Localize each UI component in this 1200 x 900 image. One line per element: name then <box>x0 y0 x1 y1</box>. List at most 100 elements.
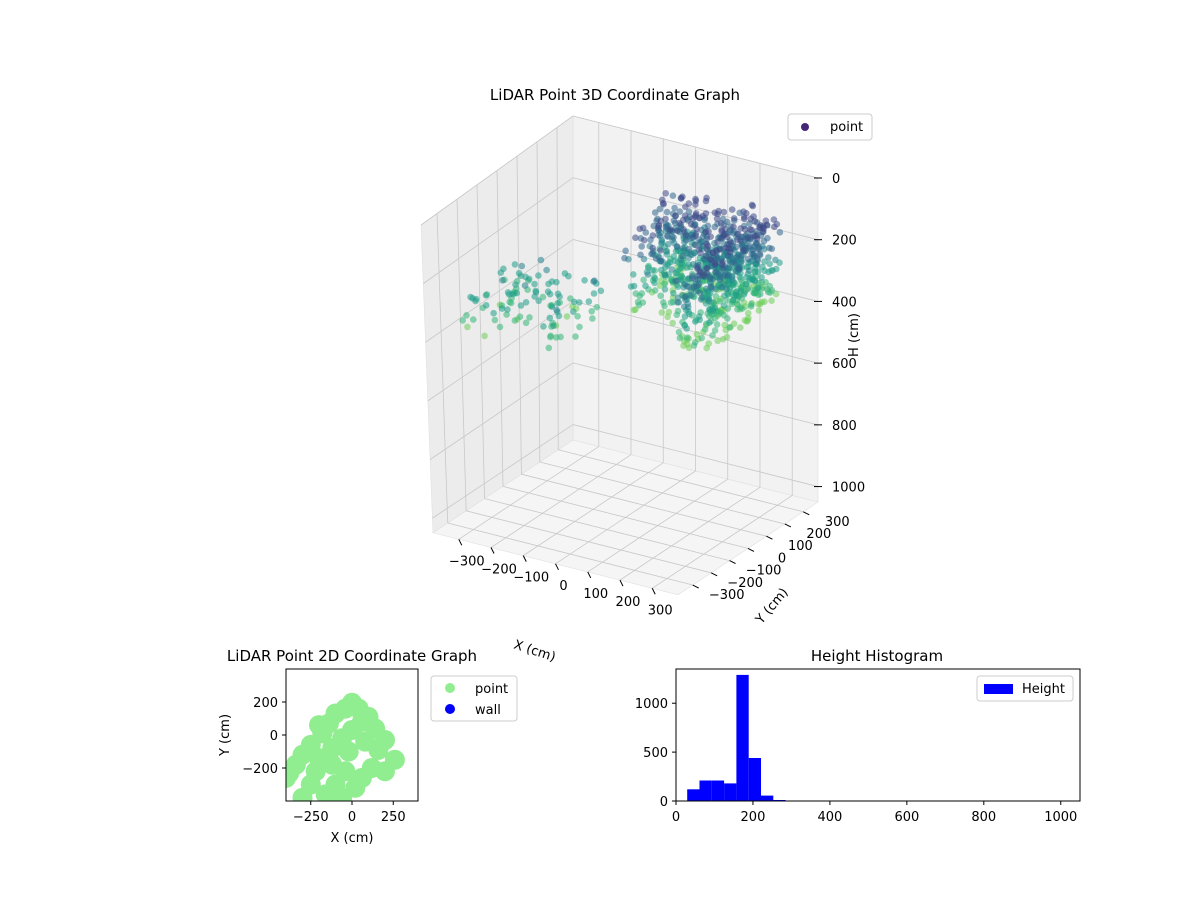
plot3d-point <box>740 291 748 298</box>
plot3d-point <box>717 220 725 227</box>
plot3d-point <box>535 272 542 279</box>
plot3d-point <box>522 299 530 306</box>
plot2d-ylabel: Y (cm) <box>218 714 233 757</box>
plot3d-point <box>574 313 581 320</box>
plot3d-point <box>638 243 645 250</box>
plot3d-point <box>696 289 703 297</box>
plot3d-point <box>739 246 747 254</box>
plot3d-point <box>661 271 669 279</box>
plot3d-point <box>654 224 662 232</box>
plot2d-axes: −250 0 250 −200 0 200 <box>242 696 405 825</box>
plot3d-point <box>472 295 480 303</box>
plot3d-point <box>703 264 711 272</box>
plot3d-xtick <box>587 571 592 579</box>
plot3d-point <box>702 228 710 236</box>
plot3d-point <box>490 309 497 317</box>
plot3d-point <box>521 282 529 289</box>
plot3d-point <box>692 201 699 208</box>
plot3d-point <box>721 225 729 233</box>
plot3d-legend: point <box>787 113 873 141</box>
plot3d-point <box>765 254 772 261</box>
plot3d-point <box>744 285 751 293</box>
plot3d-point <box>744 309 752 317</box>
plot3d-point <box>748 201 756 209</box>
plot3d-point <box>649 244 656 252</box>
plot3d-point <box>709 332 716 339</box>
plot3d-point <box>734 306 741 313</box>
plot3d-ytick-label: 0 <box>778 551 786 566</box>
histogram-bar <box>724 783 737 801</box>
plot3d-point <box>702 252 710 260</box>
plot3d-point <box>590 278 597 285</box>
plot3d-point <box>771 223 778 231</box>
plot3d-point <box>659 200 667 207</box>
plot3d-point <box>707 256 714 264</box>
plot3d-point <box>676 219 683 227</box>
plot3d-point <box>716 276 724 283</box>
plot3d-point <box>734 230 742 238</box>
plot3d-point <box>703 245 711 253</box>
plot2d-legend-point-label: point <box>475 682 508 697</box>
plot3d-xtick-label: −200 <box>481 562 517 577</box>
plot3d-point <box>708 283 715 291</box>
plot3d-point <box>751 289 759 297</box>
plot3d-point <box>496 323 504 331</box>
histogram-bar <box>761 795 774 801</box>
plot3d-xtick <box>490 547 495 554</box>
plot3d-point <box>685 208 693 215</box>
plot3d-point <box>692 232 699 239</box>
plot3d-point <box>677 265 684 272</box>
plot3d-point <box>717 309 725 316</box>
plot2d-xlabel: X (cm) <box>331 831 374 846</box>
plot3d-point <box>667 226 674 233</box>
plot3d-point <box>563 313 571 320</box>
plot3d-point <box>754 256 761 264</box>
plot3d-point <box>749 246 757 254</box>
plot3d-point <box>683 325 690 332</box>
plot3d-point <box>662 190 669 197</box>
plot3d-point <box>661 280 668 288</box>
plot3d-gridline <box>432 424 574 519</box>
plot3d-point <box>673 227 681 234</box>
plot3d-point <box>657 292 664 300</box>
plot3d-point <box>642 282 649 290</box>
plot3d-point <box>679 252 686 260</box>
plot3d-point <box>636 225 644 233</box>
plot3d-point <box>711 327 719 334</box>
plot3d-ytick <box>803 511 810 516</box>
plot3d-point <box>570 308 577 316</box>
plot3d-point <box>701 326 709 333</box>
histogram-axes: 0 200 400 600 800 1000 0 500 1000 <box>635 697 1077 825</box>
plot3d-point <box>689 274 696 282</box>
plot3d-point <box>682 203 689 211</box>
plot3d-point <box>668 266 676 273</box>
plot3d-point <box>673 243 681 250</box>
plot3d-point <box>698 334 705 342</box>
plot3d-gridline <box>572 424 819 487</box>
plot3d-point <box>621 254 628 262</box>
plot3d-point <box>690 283 698 290</box>
plot3d-point <box>759 228 766 236</box>
plot3d-point <box>720 302 728 310</box>
plot3d-point <box>729 229 737 237</box>
plot3d-ytick-label: 300 <box>825 515 850 530</box>
plot3d-point <box>703 240 710 248</box>
plot3d-point <box>720 231 728 239</box>
plot3d-point <box>507 299 515 307</box>
plot3d-point <box>768 297 775 305</box>
plot3d: LiDAR Point 3D Coordinate Graph −300−200… <box>420 86 873 665</box>
plot3d-point <box>516 313 524 321</box>
plot3d-point <box>589 315 596 322</box>
plot3d-point <box>736 273 743 281</box>
plot3d-point <box>729 276 736 284</box>
plot3d-point <box>733 253 741 261</box>
plot3d-zlabel: H (cm) <box>847 313 862 357</box>
plot3d-point <box>537 256 545 264</box>
plot3d-point <box>731 292 738 300</box>
plot3d-point <box>692 318 699 325</box>
plot3d-xtick-label: −100 <box>513 571 549 586</box>
plot3d-point <box>703 194 710 202</box>
plot3d-point <box>711 261 719 269</box>
plot3d-point <box>706 319 713 327</box>
plot3d-ytick-label: 200 <box>806 527 831 542</box>
